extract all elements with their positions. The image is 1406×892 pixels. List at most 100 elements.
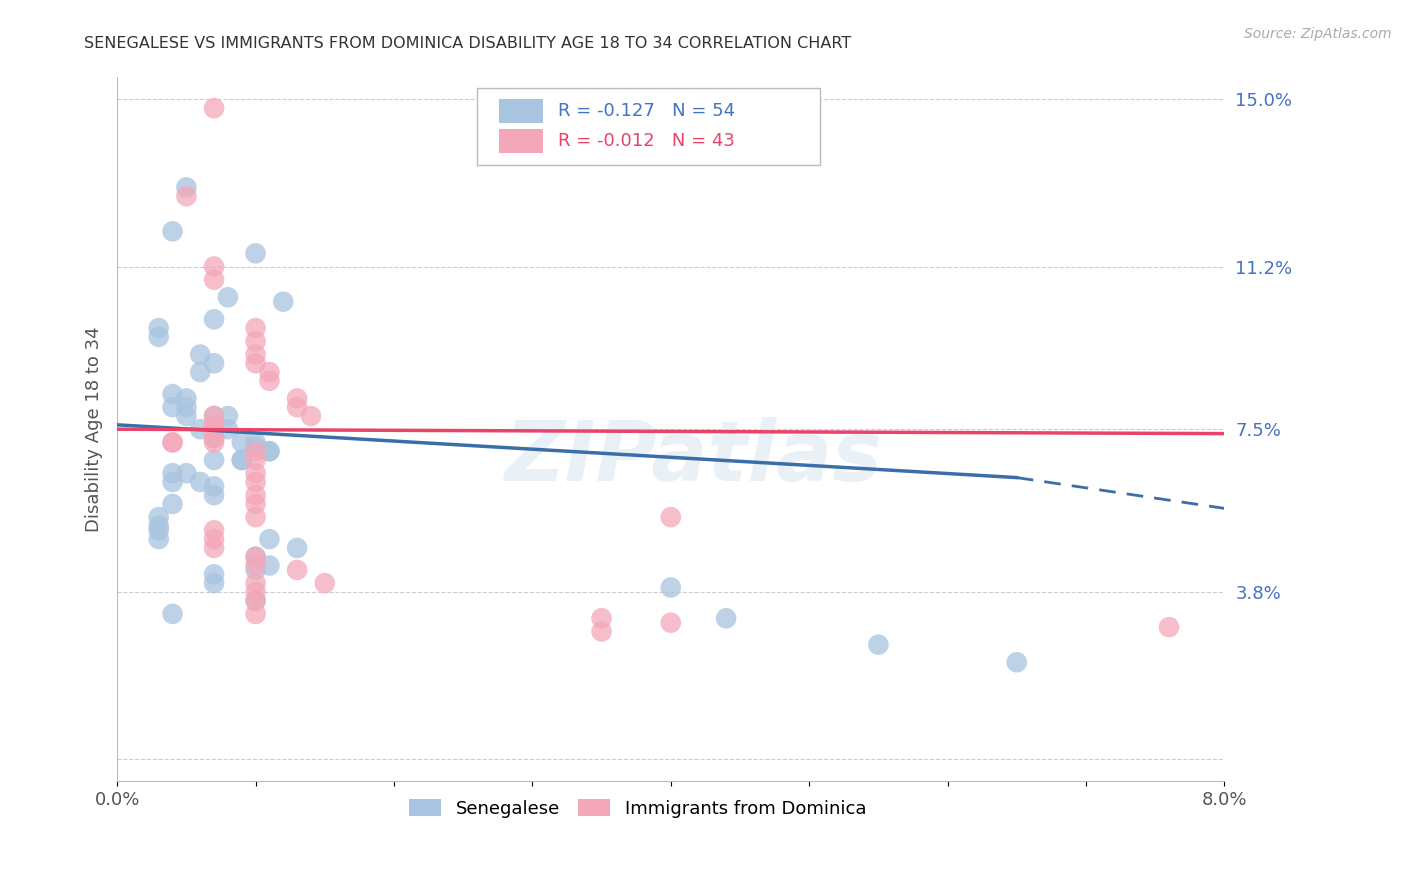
- Point: [202, 567, 225, 582]
- Point: [285, 563, 308, 577]
- Point: [162, 387, 184, 401]
- Point: [202, 532, 225, 546]
- Point: [245, 576, 267, 591]
- Point: [245, 593, 267, 607]
- Point: [245, 246, 267, 260]
- Point: [202, 479, 225, 493]
- Point: [259, 444, 281, 458]
- Point: [202, 409, 225, 423]
- Point: [176, 409, 198, 423]
- Point: [245, 466, 267, 480]
- Point: [148, 330, 170, 344]
- Point: [245, 510, 267, 524]
- Point: [217, 422, 239, 436]
- Point: [202, 453, 225, 467]
- Point: [259, 374, 281, 388]
- Point: [217, 290, 239, 304]
- Text: R = -0.127   N = 54: R = -0.127 N = 54: [558, 103, 735, 120]
- Point: [659, 615, 682, 630]
- Legend: Senegalese, Immigrants from Dominica: Senegalese, Immigrants from Dominica: [402, 791, 873, 825]
- Point: [162, 401, 184, 415]
- Point: [148, 510, 170, 524]
- Point: [314, 576, 336, 591]
- Text: R = -0.012   N = 43: R = -0.012 N = 43: [558, 132, 735, 150]
- Point: [245, 488, 267, 502]
- Point: [299, 409, 322, 423]
- Point: [188, 365, 211, 379]
- Point: [231, 453, 253, 467]
- Point: [271, 294, 294, 309]
- Point: [245, 497, 267, 511]
- Point: [202, 576, 225, 591]
- Point: [188, 475, 211, 489]
- Point: [176, 189, 198, 203]
- Point: [245, 453, 267, 467]
- Point: [202, 524, 225, 538]
- Point: [259, 444, 281, 458]
- Point: [231, 435, 253, 450]
- Point: [162, 497, 184, 511]
- Text: SENEGALESE VS IMMIGRANTS FROM DOMINICA DISABILITY AGE 18 TO 34 CORRELATION CHART: SENEGALESE VS IMMIGRANTS FROM DOMINICA D…: [84, 36, 852, 51]
- Point: [245, 435, 267, 450]
- Point: [176, 180, 198, 194]
- Point: [259, 532, 281, 546]
- Point: [245, 558, 267, 573]
- Point: [176, 401, 198, 415]
- Text: Source: ZipAtlas.com: Source: ZipAtlas.com: [1244, 27, 1392, 41]
- Point: [202, 431, 225, 445]
- Point: [245, 334, 267, 349]
- Point: [285, 541, 308, 555]
- Point: [162, 607, 184, 621]
- Point: [202, 260, 225, 274]
- Point: [202, 417, 225, 432]
- Point: [231, 453, 253, 467]
- Point: [202, 409, 225, 423]
- Point: [162, 466, 184, 480]
- Point: [245, 585, 267, 599]
- Point: [659, 581, 682, 595]
- Point: [259, 365, 281, 379]
- Point: [245, 563, 267, 577]
- Point: [148, 519, 170, 533]
- Point: [245, 347, 267, 361]
- Point: [202, 312, 225, 326]
- Point: [591, 611, 613, 625]
- Point: [202, 273, 225, 287]
- Point: [1157, 620, 1180, 634]
- Point: [162, 224, 184, 238]
- Point: [245, 549, 267, 564]
- Point: [259, 558, 281, 573]
- Point: [202, 101, 225, 115]
- Point: [176, 392, 198, 406]
- Point: [162, 435, 184, 450]
- Point: [202, 488, 225, 502]
- Point: [162, 435, 184, 450]
- Point: [148, 321, 170, 335]
- Point: [245, 475, 267, 489]
- Point: [176, 466, 198, 480]
- Point: [148, 532, 170, 546]
- Point: [245, 440, 267, 454]
- Point: [868, 638, 890, 652]
- Text: ZIPatlas: ZIPatlas: [503, 417, 882, 498]
- Point: [245, 356, 267, 370]
- Point: [245, 321, 267, 335]
- Point: [188, 422, 211, 436]
- Point: [245, 593, 267, 607]
- Y-axis label: Disability Age 18 to 34: Disability Age 18 to 34: [86, 326, 103, 532]
- Point: [591, 624, 613, 639]
- Point: [659, 510, 682, 524]
- Point: [285, 401, 308, 415]
- Point: [162, 475, 184, 489]
- Point: [202, 422, 225, 436]
- FancyBboxPatch shape: [477, 88, 820, 165]
- Point: [202, 356, 225, 370]
- Point: [217, 409, 239, 423]
- FancyBboxPatch shape: [499, 128, 544, 153]
- Point: [202, 431, 225, 445]
- Point: [285, 392, 308, 406]
- Point: [714, 611, 737, 625]
- Point: [188, 347, 211, 361]
- Point: [202, 541, 225, 555]
- Point: [202, 435, 225, 450]
